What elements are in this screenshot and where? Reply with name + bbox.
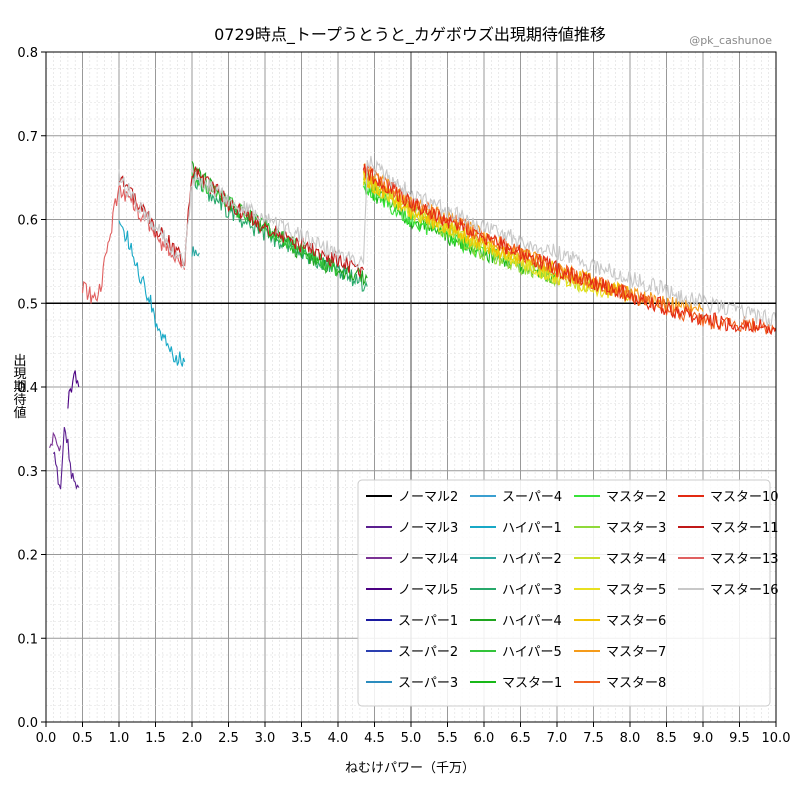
legend-label: マスター2	[606, 490, 666, 505]
y-tick-label: 0.6	[17, 214, 38, 229]
legend-label: ハイパー5	[502, 645, 562, 660]
series-line	[362, 163, 777, 336]
x-tick-label: 7.5	[583, 731, 604, 746]
x-tick-label: 7.0	[547, 731, 568, 746]
series-line	[191, 161, 368, 286]
x-tick-label: 1.0	[109, 731, 130, 746]
x-tick-label: 9.5	[729, 731, 750, 746]
series-lines	[49, 155, 777, 490]
series-line	[52, 426, 80, 490]
tick-labels: 0.0 0.5 1.0 1.5 2.0 2.5 3.0 3.5 4.0 4.5 5.0 5.5 6.0 6…	[17, 46, 790, 746]
x-tick-label: 2.5	[218, 731, 239, 746]
x-tick-label: 4.0	[328, 731, 349, 746]
legend-label: マスター11	[710, 521, 779, 536]
y-axis-title: 出現期待値	[11, 354, 27, 419]
legend-label: スーパー3	[398, 676, 458, 691]
x-tick-label: 10.0	[762, 731, 791, 746]
x-tick-label: 0.5	[72, 731, 93, 746]
series-line	[118, 166, 364, 279]
x-tick-label: 4.5	[364, 731, 385, 746]
x-tick-label: 5.5	[437, 731, 458, 746]
legend-label: ハイパー2	[502, 552, 562, 567]
x-tick-label: 1.5	[145, 731, 166, 746]
legend: ノーマル2 ノーマル3 ノーマル4 ノーマル5 スーパー1 スーパー2 スーパー3 スーパー4…	[357, 479, 779, 707]
legend-label: マスター4	[606, 552, 666, 567]
series-line	[118, 155, 777, 327]
legend-label: マスター10	[710, 490, 779, 505]
legend-label: スーパー1	[398, 614, 458, 629]
legend-label: スーパー2	[398, 645, 458, 660]
x-tick-label: 3.0	[255, 731, 276, 746]
y-tick-label: 0.3	[17, 465, 38, 480]
x-tick-label: 5.0	[401, 731, 422, 746]
y-tick-label: 0.0	[17, 716, 38, 731]
x-tick-label: 6.5	[510, 731, 531, 746]
legend-label: マスター16	[710, 583, 779, 598]
y-tick-label: 0.2	[17, 549, 38, 564]
series-line	[191, 246, 200, 257]
legend-label: マスター8	[606, 676, 666, 691]
x-axis-title: ねむけパワー（千万）	[345, 761, 475, 776]
legend-label: マスター3	[606, 521, 666, 536]
series-line	[118, 220, 186, 367]
legend-label: マスター13	[710, 552, 779, 567]
x-tick-label: 8.5	[656, 731, 677, 746]
legend-label: マスター6	[606, 614, 666, 629]
x-tick-label: 3.5	[291, 731, 312, 746]
legend-label: ハイパー3	[502, 583, 562, 598]
y-tick-label: 0.5	[17, 297, 38, 312]
legend-label: ノーマル2	[398, 490, 458, 505]
y-tick-label: 0.4	[17, 381, 38, 396]
legend-box	[357, 479, 771, 707]
legend-label: マスター1	[502, 676, 562, 691]
series-line	[191, 174, 368, 292]
legend-label: ノーマル5	[398, 583, 458, 598]
legend-label: ハイパー1	[502, 521, 562, 536]
x-tick-label: 8.0	[620, 731, 641, 746]
x-tick-label: 9.0	[693, 731, 714, 746]
y-tick-label: 0.8	[17, 46, 38, 61]
x-tick-label: 0.0	[36, 731, 57, 746]
legend-label: ノーマル4	[398, 552, 458, 567]
chart-title: 0729時点_トープうとうと_カゲボウズ出現期待値推移	[214, 25, 606, 45]
watermark: @pk_cashunoe	[689, 34, 772, 47]
y-tick-label: 0.1	[17, 632, 38, 647]
series-line	[67, 370, 80, 409]
legend-label: ノーマル3	[398, 521, 458, 536]
y-tick-label: 0.7	[17, 130, 38, 145]
series-line	[49, 431, 62, 452]
legend-label: マスター5	[606, 583, 666, 598]
x-tick-label: 2.0	[182, 731, 203, 746]
legend-label: ハイパー4	[502, 614, 562, 629]
series-line	[191, 172, 338, 276]
legend-label: スーパー4	[502, 490, 562, 505]
x-tick-label: 6.0	[474, 731, 495, 746]
legend-label: マスター7	[606, 645, 666, 660]
